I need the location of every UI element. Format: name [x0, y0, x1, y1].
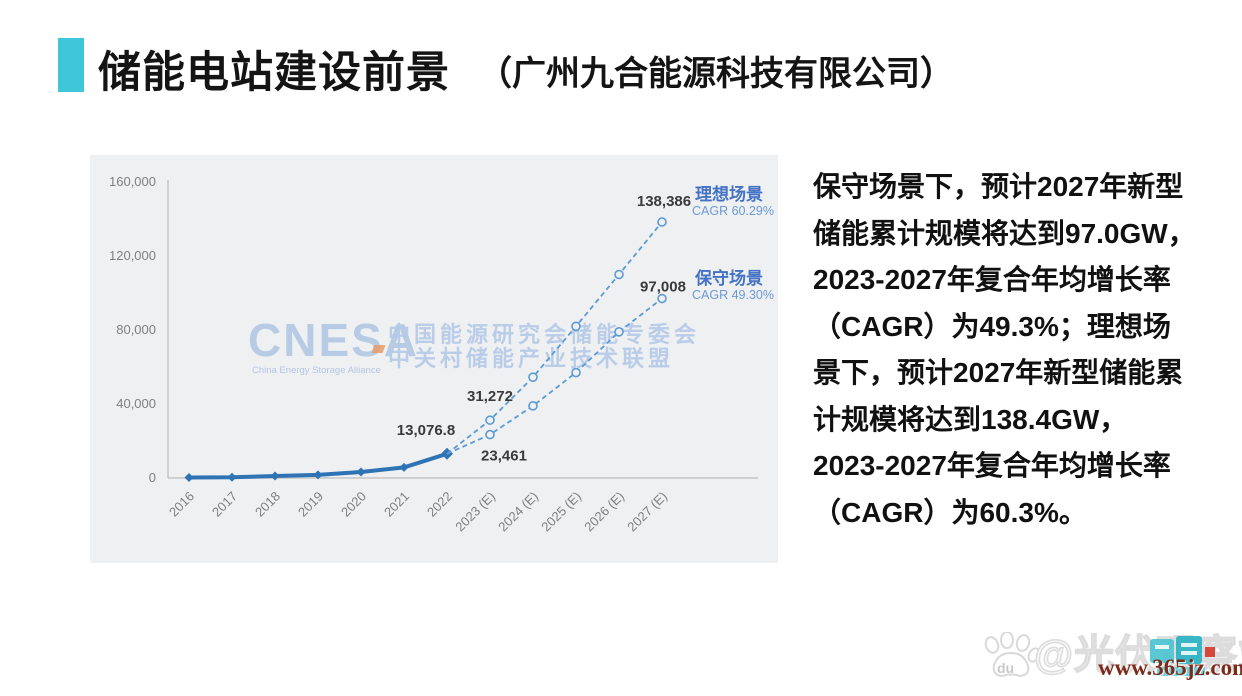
data-point-marker [485, 429, 495, 440]
legend-name: 保守场景 [694, 268, 763, 288]
commentary-line: 景下，预计2027年新型储能累 [813, 357, 1184, 388]
x-tick-label: 2019 [295, 489, 326, 520]
commentary-panel: 保守场景下，预计2027年新型 储能累计规模将达到97.0GW， 2023-20… [813, 164, 1242, 536]
site-logo-mark [1181, 651, 1197, 655]
data-point-marker [528, 401, 538, 411]
y-tick-label: 80,000 [116, 322, 156, 337]
data-point-marker [571, 321, 581, 332]
data-point-marker [614, 269, 624, 280]
y-tick-label: 120,000 [109, 248, 156, 263]
legend-cagr: CAGR 60.29% [692, 204, 774, 218]
commentary-line: 2023-2027年复合年均增长率 [813, 450, 1171, 481]
data-point-marker [614, 327, 624, 337]
company-name: （广州九合能源科技有限公司） [478, 55, 954, 93]
commentary-line: 保守场景下，预计2027年新型 [813, 171, 1184, 202]
data-point-marker [657, 293, 667, 304]
site-url-watermark: www.365jz.com [1098, 655, 1242, 680]
data-point-marker [657, 217, 667, 227]
cnesa-watermark-cn-line1: 中国能源研究会储能专委会 [388, 322, 701, 347]
title-accent-bar [58, 38, 84, 92]
x-tick-label: 2021 [381, 489, 412, 520]
x-tick-label: 2026 (E) [581, 489, 627, 535]
site-logo-block [1150, 639, 1174, 663]
legend-cagr: CAGR 49.30% [692, 288, 774, 302]
data-point-label: 31,272 [467, 388, 513, 405]
data-point-label: 23,461 [481, 448, 527, 465]
data-point-marker [356, 467, 366, 477]
x-tick-label: 2020 [338, 489, 369, 520]
cnesa-watermark-brand: CNESA [248, 314, 420, 366]
commentary-line: 储能累计规模将达到97.0GW， [813, 217, 1196, 249]
x-tick-label: 2018 [252, 489, 283, 520]
y-tick-label: 160,000 [109, 174, 156, 189]
y-tick-label: 40,000 [116, 396, 156, 411]
cnesa-watermark-cn-line2: 中关村储能产业技术联盟 [388, 346, 675, 371]
page-title: 储能电站建设前景 [98, 49, 450, 97]
data-point-marker [184, 473, 194, 483]
data-point-marker [528, 372, 538, 382]
x-tick-label: 2023 (E) [452, 489, 498, 535]
cnesa-watermark-cn: 中国能源研究会储能专委会 中关村储能产业技术联盟 [388, 323, 700, 371]
storage-forecast-chart: 0 40,000 80,000 120,000 160,000 2016 2017 2018 2… [109, 174, 774, 535]
series-line-2 [446, 297, 663, 455]
chart-card: CNESA China Energy Storage Alliance 中国能源… [90, 155, 778, 563]
x-tick-label: 2027 (E) [624, 489, 670, 535]
commentary-line: （CAGR）为49.3%；理想场 [813, 310, 1171, 342]
site-logo-block [1157, 667, 1205, 676]
x-tick-label: 2025 (E) [538, 489, 584, 535]
baidu-paw-icon: du [984, 632, 1041, 678]
cnesa-watermark-subtitle: China Energy Storage Alliance [252, 365, 381, 376]
x-tick-label: 2017 [209, 489, 240, 520]
site-logo-block [1205, 647, 1215, 657]
x-tick-label: 2016 [166, 489, 197, 520]
data-point-label: 13,076.8 [397, 422, 455, 439]
commentary-line: 2023-2027年复合年均增长率 [813, 264, 1171, 295]
site-logo-graphic [1150, 636, 1216, 680]
data-point-marker [313, 470, 323, 480]
site-logo-mark [1155, 645, 1169, 649]
site-logo-mark [1181, 643, 1197, 647]
data-point-marker [399, 462, 409, 472]
data-point-marker [227, 472, 237, 482]
commentary-line: （CAGR）为60.3%。 [813, 496, 1087, 528]
y-tick-label: 0 [149, 470, 156, 485]
data-point-label: 138,386 [637, 193, 691, 210]
data-point-marker [270, 471, 280, 481]
legend-name: 理想场景 [695, 184, 763, 204]
data-point-marker [571, 367, 581, 378]
x-tick-label: 2024 (E) [495, 489, 541, 535]
paw-du-label: du [997, 660, 1014, 676]
commentary-line: 计规模将达到138.4GW， [813, 403, 1128, 435]
data-point-marker [485, 415, 495, 425]
data-point-label: 97,008 [640, 279, 686, 296]
x-tick-label: 2022 [424, 489, 455, 520]
series-line-1 [446, 221, 663, 455]
site-logo-block [1176, 636, 1202, 664]
